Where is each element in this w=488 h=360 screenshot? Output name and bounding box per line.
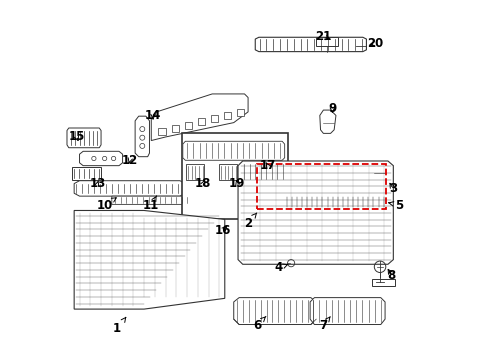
- Bar: [171, 125, 179, 132]
- Polygon shape: [74, 211, 224, 309]
- Text: 19: 19: [229, 177, 245, 190]
- Text: 14: 14: [144, 109, 161, 122]
- Text: 10: 10: [96, 198, 116, 212]
- Bar: [72, 167, 101, 180]
- Text: 6: 6: [252, 316, 265, 332]
- Text: 18: 18: [195, 177, 211, 190]
- Bar: [316, 37, 337, 45]
- Text: 1: 1: [113, 317, 125, 335]
- Text: 11: 11: [143, 196, 159, 212]
- Polygon shape: [74, 181, 185, 196]
- Text: 9: 9: [327, 102, 336, 115]
- Text: 16: 16: [214, 224, 231, 237]
- Text: 3: 3: [388, 183, 397, 195]
- Bar: [237, 109, 244, 116]
- Bar: [242, 162, 284, 180]
- Text: 7: 7: [319, 317, 329, 332]
- Bar: [371, 279, 394, 286]
- Bar: [182, 134, 287, 220]
- Bar: [211, 115, 218, 122]
- Bar: [198, 118, 204, 126]
- Text: 13: 13: [89, 177, 105, 190]
- Text: 5: 5: [388, 199, 402, 212]
- Polygon shape: [233, 298, 316, 324]
- Polygon shape: [151, 94, 247, 140]
- Text: 15: 15: [68, 130, 85, 144]
- Polygon shape: [135, 116, 149, 157]
- Bar: [158, 128, 165, 135]
- Text: 17: 17: [259, 159, 275, 172]
- Polygon shape: [319, 110, 335, 134]
- Polygon shape: [309, 298, 384, 324]
- Polygon shape: [80, 151, 122, 166]
- Bar: [224, 112, 231, 119]
- Polygon shape: [112, 196, 190, 204]
- Bar: [186, 164, 204, 180]
- Bar: [257, 164, 386, 209]
- Text: 4: 4: [274, 261, 287, 274]
- Polygon shape: [238, 161, 392, 264]
- Polygon shape: [284, 196, 386, 209]
- Polygon shape: [67, 128, 101, 148]
- Text: 21: 21: [315, 30, 331, 43]
- Text: 8: 8: [386, 269, 395, 282]
- Text: 2: 2: [244, 213, 256, 230]
- Bar: [184, 122, 191, 129]
- Polygon shape: [183, 141, 284, 160]
- Text: 20: 20: [366, 37, 383, 50]
- Polygon shape: [255, 37, 366, 51]
- Text: 12: 12: [122, 154, 138, 167]
- Bar: [219, 164, 237, 180]
- Bar: [373, 164, 386, 179]
